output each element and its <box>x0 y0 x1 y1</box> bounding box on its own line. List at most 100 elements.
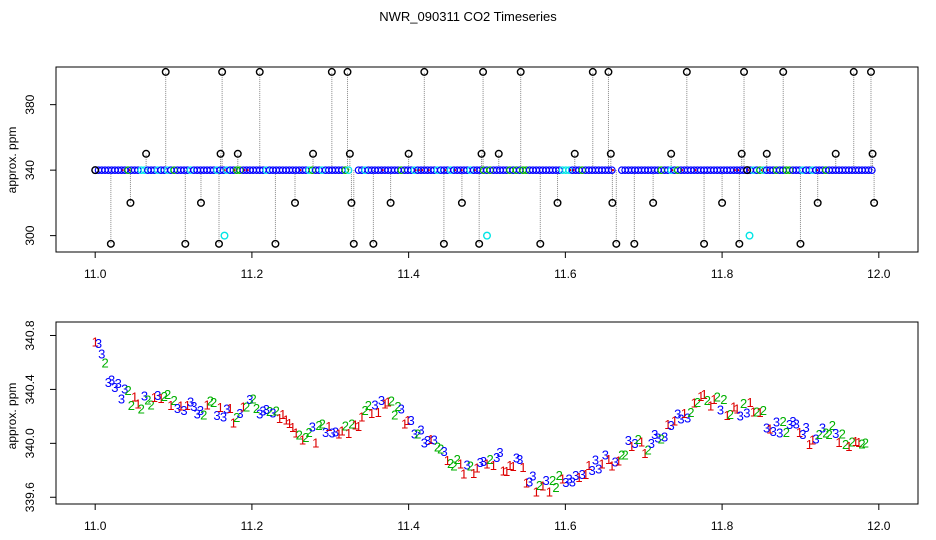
flagged-point <box>369 239 378 248</box>
marker-3: 3 <box>529 468 536 483</box>
marker-1: 1 <box>641 446 648 461</box>
flagged-point <box>457 198 466 207</box>
marker-1: 1 <box>809 433 816 448</box>
marker-3: 3 <box>421 436 428 451</box>
marker-2: 2 <box>391 408 398 423</box>
flagged-point <box>216 149 225 158</box>
marker-1: 1 <box>286 416 293 431</box>
flagged-point <box>849 67 858 76</box>
marker-1: 1 <box>835 435 842 450</box>
marker-3: 3 <box>802 420 809 435</box>
marker-1: 1 <box>546 484 553 499</box>
marker-3: 3 <box>786 417 793 432</box>
marker-1: 1 <box>345 426 352 441</box>
baseline-point <box>864 166 873 174</box>
marker-1: 1 <box>292 425 299 440</box>
marker-3: 3 <box>832 426 839 441</box>
marker-1: 1 <box>664 417 671 432</box>
marker-2: 2 <box>365 398 372 413</box>
marker-3: 3 <box>263 402 270 417</box>
marker-3: 3 <box>773 414 780 429</box>
marker-3: 3 <box>411 426 418 441</box>
top-ytick-label: 340 <box>23 160 37 180</box>
flagged-point <box>196 198 205 207</box>
marker-3: 3 <box>322 425 329 440</box>
marker-2: 2 <box>128 398 135 413</box>
top-y-axis: 300 340 380 <box>23 94 56 246</box>
marker-3: 3 <box>194 406 201 421</box>
marker-1: 1 <box>381 396 388 411</box>
marker-3: 3 <box>595 461 602 476</box>
flagged-point <box>796 239 805 248</box>
flagged-point <box>743 166 752 175</box>
bottom-ytick-label: 340.4 <box>23 374 37 404</box>
marker-3: 3 <box>592 453 599 468</box>
marker-2: 2 <box>296 427 303 442</box>
marker-1: 1 <box>151 390 158 405</box>
marker-1: 1 <box>750 404 757 419</box>
marker-3: 3 <box>371 398 378 413</box>
marker-1: 1 <box>276 411 283 426</box>
marker-3: 3 <box>378 393 385 408</box>
marker-1: 1 <box>733 402 740 417</box>
marker-1: 1 <box>282 412 289 427</box>
flagged-point <box>813 198 822 207</box>
marker-1: 1 <box>460 466 467 481</box>
marker-3: 3 <box>572 468 579 483</box>
marker-2: 2 <box>849 434 856 449</box>
marker-2: 2 <box>273 404 280 419</box>
top-plot-frame <box>55 66 919 253</box>
marker-1: 1 <box>483 456 490 471</box>
top-x-axis: 11.0 11.2 11.4 11.6 11.8 12.0 <box>84 252 891 281</box>
marker-1: 1 <box>533 484 540 499</box>
marker-3: 3 <box>651 427 658 442</box>
marker-1: 1 <box>710 392 717 407</box>
marker-1: 1 <box>523 475 530 490</box>
flagged-point <box>667 149 676 158</box>
flagged-point <box>868 149 877 158</box>
marker-3: 3 <box>674 406 681 421</box>
marker-1: 1 <box>575 470 582 485</box>
flagged-point <box>831 149 840 158</box>
marker-2: 2 <box>858 436 865 451</box>
marker-2: 2 <box>302 430 309 445</box>
flagged-point <box>494 149 503 158</box>
marker-3: 3 <box>776 426 783 441</box>
marker-1: 1 <box>671 413 678 428</box>
marker-1: 1 <box>289 420 296 435</box>
flagged-point <box>404 149 413 158</box>
marker-3: 3 <box>111 380 118 395</box>
flagged-point <box>126 198 135 207</box>
marker-1: 1 <box>335 427 342 442</box>
marker-1: 1 <box>615 453 622 468</box>
marker-2: 2 <box>687 405 694 420</box>
flagged-point <box>606 149 615 158</box>
marker-1: 1 <box>697 389 704 404</box>
marker-1: 1 <box>730 400 737 415</box>
marker-1: 1 <box>500 463 507 478</box>
marker-3: 3 <box>812 432 819 447</box>
marker-1: 1 <box>325 419 332 434</box>
marker-3: 3 <box>737 408 744 423</box>
flagged-point <box>347 198 356 207</box>
marker-3: 3 <box>115 376 122 391</box>
flagged-point <box>271 239 280 248</box>
marker-1: 1 <box>723 408 730 423</box>
marker-3: 3 <box>799 427 806 442</box>
marker-1: 1 <box>628 439 635 454</box>
marker-1: 1 <box>240 399 247 414</box>
marker-1: 1 <box>691 395 698 410</box>
marker-1: 1 <box>747 395 754 410</box>
marker-3: 3 <box>180 403 187 418</box>
flagged-point <box>142 149 151 158</box>
marker-2: 2 <box>250 392 257 407</box>
flagged-point <box>479 67 488 76</box>
bottom-xtick-label: 11.4 <box>397 519 420 533</box>
marker-3: 3 <box>579 467 586 482</box>
flagged-point <box>516 67 525 76</box>
marker-2: 2 <box>361 403 368 418</box>
marker-1: 1 <box>598 457 605 472</box>
marker-3: 3 <box>408 413 415 428</box>
marker-3: 3 <box>108 372 115 387</box>
